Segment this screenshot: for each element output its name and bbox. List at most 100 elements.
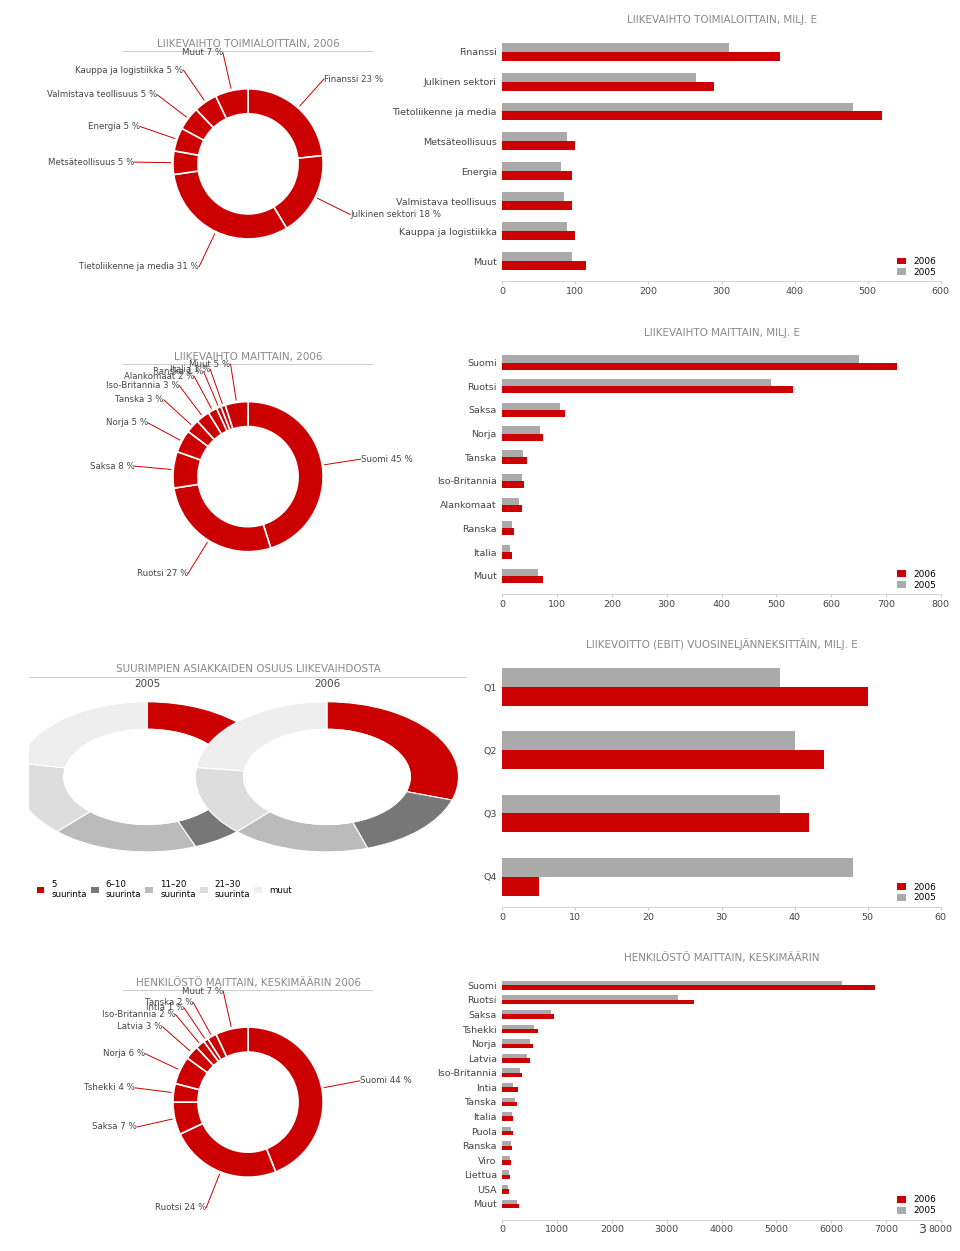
Line: 2 pts: 2 pts [188,543,207,573]
Point [199,1031,210,1046]
Bar [502,427,540,434]
Bar [502,480,524,488]
Point [355,452,367,467]
Point [165,155,177,170]
Point [129,459,140,474]
Line: 2 pts: 2 pts [183,70,204,100]
Text: Tanska 3 %: Tanska 3 % [115,395,164,404]
Bar [502,1127,511,1131]
Bar [502,1053,527,1058]
Point [205,400,217,415]
Text: Saksa 8 %: Saksa 8 % [90,462,134,470]
Point [185,417,197,432]
Bar [502,1010,551,1015]
Text: Valmistava teollisuus 5 %: Valmistava teollisuus 5 % [47,90,157,99]
Text: Norja 6 %: Norja 6 % [103,1050,145,1058]
Point [152,88,163,103]
Wedge shape [274,155,324,228]
Line: 2 pts: 2 pts [134,467,171,469]
Text: Saksa 7 %: Saksa 7 % [92,1122,137,1131]
Point [184,1043,196,1058]
Point [179,1001,190,1016]
Wedge shape [187,1047,214,1072]
Wedge shape [248,1027,324,1172]
Text: Finanssi 23 %: Finanssi 23 % [324,75,383,84]
Point [226,81,237,96]
Wedge shape [15,763,90,832]
Bar [502,1087,517,1092]
Bar [502,986,875,990]
Point [180,109,192,124]
Point [217,397,228,412]
Point [142,415,154,430]
Line: 2 pts: 2 pts [148,423,180,440]
Wedge shape [178,786,276,847]
Bar [502,458,527,464]
Wedge shape [237,812,368,852]
Bar [502,223,566,231]
Bar [502,552,513,559]
Line: 2 pts: 2 pts [140,126,175,139]
Text: HENKILÖSTÖ MAITTAIN, KESKIMÄÄRIN 2006: HENKILÖSTÖ MAITTAIN, KESKIMÄÄRIN 2006 [135,977,361,988]
Bar [502,1200,517,1203]
Line: 2 pts: 2 pts [223,991,231,1026]
Text: Tshekki 4 %: Tshekki 4 % [84,1083,135,1092]
Wedge shape [352,792,452,848]
Bar [502,1131,513,1136]
Text: 3: 3 [919,1223,926,1236]
Point [188,369,200,384]
Bar [502,363,897,369]
Bar [502,1185,509,1190]
Wedge shape [18,702,147,768]
Text: LIIKEVAIHTO TOIMIALOITTAIN, 2006: LIIKEVAIHTO TOIMIALOITTAIN, 2006 [156,39,339,49]
Circle shape [64,729,230,824]
Bar [502,387,793,393]
Line: 2 pts: 2 pts [135,1088,171,1092]
Wedge shape [216,1027,248,1057]
Point [174,433,185,448]
Bar [502,1068,520,1073]
Point [226,1018,237,1033]
Bar [502,1102,517,1106]
Point [130,1081,141,1096]
Point [167,1112,179,1127]
Text: Muut 7 %: Muut 7 % [182,987,223,996]
Wedge shape [327,702,459,801]
Legend: 5
suurinta, 6–10
suurinta, 11–20
suurinta, 21–30
suurinta, muut: 5 suurinta, 6–10 suurinta, 11–20 suurint… [33,877,295,903]
Line: 2 pts: 2 pts [137,1120,173,1127]
Text: Ruotsi 24 %: Ruotsi 24 % [155,1203,206,1212]
Bar [502,73,696,81]
Wedge shape [221,405,233,430]
Line: 2 pts: 2 pts [157,95,186,116]
Wedge shape [173,151,199,175]
Point [165,1085,177,1100]
Bar [502,193,564,201]
Wedge shape [248,89,323,159]
Legend: 2006, 2005: 2006, 2005 [898,570,936,589]
Circle shape [244,729,410,824]
Title: LIIKEVOITTO (EBIT) VUOSINELJÄNNEKSITTÄIN, MILJ. E: LIIKEVOITTO (EBIT) VUOSINELJÄNNEKSITTÄIN… [586,638,857,651]
Line: 2 pts: 2 pts [164,400,191,424]
Wedge shape [176,1058,207,1090]
Text: Italia 1 %: Italia 1 % [170,365,210,374]
Point [318,71,329,86]
Bar [502,996,678,1000]
Bar [502,410,565,417]
Line: 2 pts: 2 pts [206,1175,220,1208]
Bar [502,751,824,769]
Line: 2 pts: 2 pts [318,199,350,214]
Bar [502,51,780,60]
Bar [502,1116,514,1121]
Text: 2006: 2006 [314,679,340,689]
Bar [502,1175,510,1180]
Point [319,457,330,472]
Point [294,99,305,114]
Text: Suomi 44 %: Suomi 44 % [360,1076,412,1086]
Wedge shape [208,408,228,434]
Point [193,1035,204,1050]
Line: 2 pts: 2 pts [145,1053,178,1070]
Point [169,131,180,146]
Line: 2 pts: 2 pts [300,79,324,106]
Point [196,408,207,423]
Bar [502,201,572,210]
